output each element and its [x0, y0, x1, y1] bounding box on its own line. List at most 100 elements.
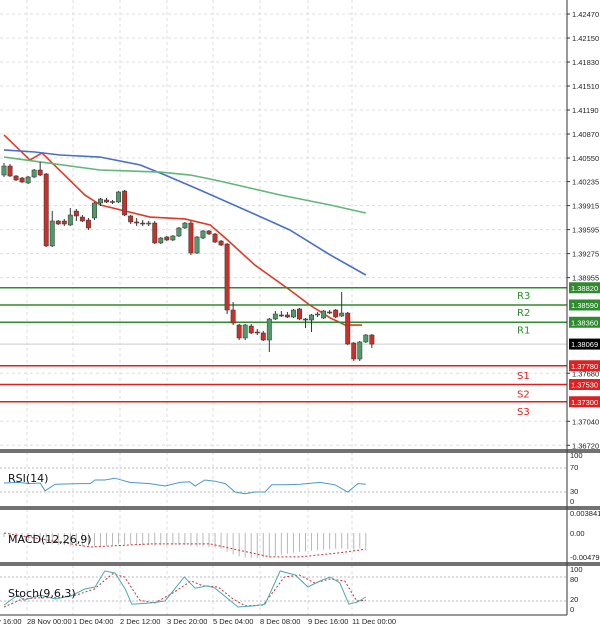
macd-signal-line: [3, 532, 366, 558]
candle-body: [357, 341, 363, 360]
candle[interactable]: [128, 215, 134, 224]
price-axis-label: 1.36720: [572, 441, 599, 450]
candle-body: [188, 222, 194, 254]
price-axis-label: 1.39595: [572, 226, 599, 235]
macd-axis-label: 0.00: [570, 529, 585, 538]
candle[interactable]: [55, 220, 61, 225]
candle[interactable]: [278, 311, 284, 317]
candle[interactable]: [7, 164, 13, 177]
candle[interactable]: [85, 218, 91, 230]
candle[interactable]: [303, 317, 308, 329]
stoch-axis-label: 80: [570, 575, 578, 584]
candle[interactable]: [200, 230, 206, 239]
candle[interactable]: [357, 341, 363, 362]
candle[interactable]: [351, 341, 357, 362]
candle[interactable]: [188, 221, 194, 255]
candle[interactable]: [333, 308, 339, 318]
level-price-label: 1.38590: [571, 301, 598, 310]
time-axis-label: 3 Dec 20:00: [167, 617, 207, 626]
price-axis-label: 1.40235: [572, 178, 599, 187]
rsi-line: [3, 477, 366, 495]
candle[interactable]: [158, 236, 164, 245]
candle[interactable]: [363, 334, 369, 344]
candle[interactable]: [260, 331, 266, 341]
candle[interactable]: [266, 317, 272, 353]
candle[interactable]: [242, 323, 248, 341]
candle[interactable]: [110, 200, 115, 204]
candle-body: [260, 332, 266, 341]
candle[interactable]: [122, 190, 128, 216]
candle[interactable]: [140, 220, 146, 227]
candle[interactable]: [206, 230, 212, 236]
candle-body: [272, 313, 278, 320]
candle[interactable]: [49, 211, 55, 248]
candle[interactable]: [212, 233, 218, 243]
candle[interactable]: [19, 176, 25, 183]
candle[interactable]: [284, 311, 290, 318]
candle[interactable]: [290, 308, 296, 318]
candle[interactable]: [369, 334, 375, 348]
candle[interactable]: [236, 323, 242, 341]
candle[interactable]: [224, 242, 230, 314]
candle[interactable]: [164, 236, 170, 242]
candle-body: [297, 308, 302, 320]
candle[interactable]: [31, 169, 37, 179]
candle[interactable]: [321, 310, 327, 320]
candle[interactable]: [248, 323, 254, 335]
candle[interactable]: [73, 209, 79, 221]
price-axis-label: 1.42150: [572, 34, 599, 43]
candle-body: [309, 314, 314, 321]
candle-body: [13, 175, 19, 181]
candle[interactable]: [25, 176, 31, 185]
candle[interactable]: [170, 235, 176, 242]
candle[interactable]: [339, 292, 345, 317]
candle-body: [19, 177, 25, 183]
candle[interactable]: [327, 310, 333, 314]
candle-body: [200, 230, 206, 239]
candle[interactable]: [146, 221, 152, 227]
candle[interactable]: [176, 227, 182, 237]
level-price-label: 1.37780: [571, 362, 598, 371]
candle-body: [67, 214, 73, 226]
candle[interactable]: [309, 314, 314, 332]
candle[interactable]: [134, 218, 140, 227]
candle[interactable]: [182, 221, 188, 230]
candle[interactable]: [315, 311, 321, 317]
time-axis-label: v 16:00: [0, 617, 22, 626]
candle-body: [140, 222, 146, 225]
candle[interactable]: [67, 208, 73, 227]
candle-body: [79, 216, 85, 222]
candle[interactable]: [104, 197, 109, 203]
candle[interactable]: [43, 173, 49, 248]
candle[interactable]: [79, 215, 85, 222]
candle[interactable]: [152, 221, 158, 245]
candle[interactable]: [272, 311, 278, 320]
candle[interactable]: [218, 239, 224, 246]
candle[interactable]: [254, 329, 260, 335]
stoch-axis-label: 0: [570, 605, 574, 614]
candle[interactable]: [37, 161, 43, 176]
time-axis-label: 1 Dec 04:00: [73, 617, 113, 626]
candle[interactable]: [194, 236, 200, 254]
candle-body: [315, 313, 321, 316]
candle[interactable]: [116, 191, 122, 203]
candle-body: [327, 311, 333, 314]
candle-body: [369, 334, 375, 345]
candle[interactable]: [297, 308, 302, 320]
candle-body: [212, 233, 218, 243]
level-price-label: 1.37530: [571, 381, 598, 390]
candle[interactable]: [230, 302, 236, 326]
price-axis-label: 1.42470: [572, 10, 599, 19]
candle-body: [85, 219, 91, 229]
candle[interactable]: [61, 218, 67, 227]
candle[interactable]: [92, 202, 97, 221]
macd-axis-label: 0.003841: [570, 509, 600, 518]
candle[interactable]: [345, 311, 351, 345]
candle-body: [61, 220, 67, 225]
candle[interactable]: [13, 175, 19, 182]
level-price-tag: [569, 282, 600, 294]
level-price-tag: [569, 379, 600, 390]
candle[interactable]: [98, 197, 103, 206]
candle[interactable]: [1, 163, 7, 177]
